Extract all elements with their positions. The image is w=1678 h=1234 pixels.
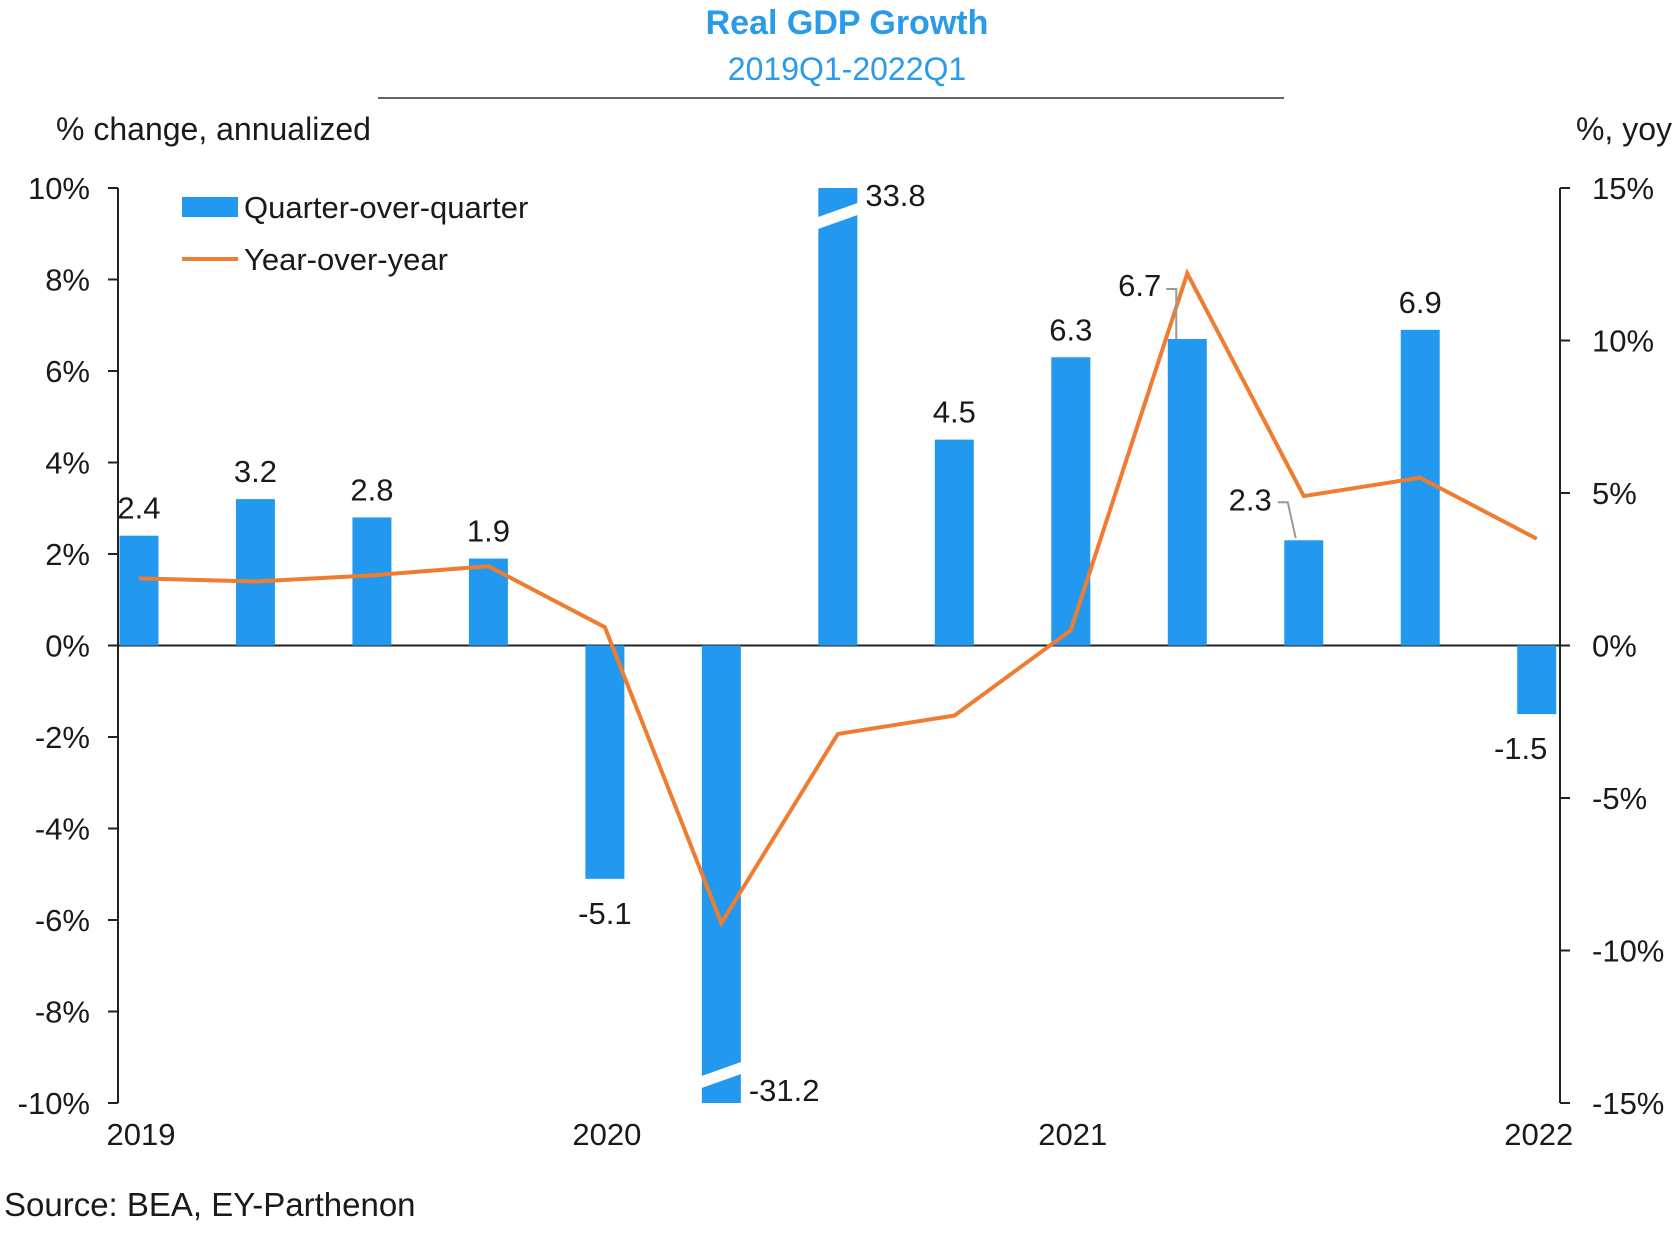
bar <box>235 499 275 646</box>
bar <box>352 517 392 646</box>
data-label: 6.9 <box>1399 285 1442 320</box>
source-note: Source: BEA, EY-Parthenon <box>4 1186 416 1223</box>
bar-series <box>119 188 1557 1103</box>
legend-label-bar: Quarter-over-quarter <box>244 190 528 225</box>
axes: -10% -8% -6% -4% -2% 0% 2% 4% 6% 8% 10% -15% -10% -5%… <box>18 171 1665 1152</box>
data-label: 2.3 <box>1229 482 1272 517</box>
left-axis-title: % change, annualized <box>56 111 371 147</box>
bar <box>1167 338 1207 646</box>
label-leader-line <box>1277 501 1297 539</box>
left-tick-label: -10% <box>18 1086 90 1121</box>
data-label: 2.8 <box>350 472 393 507</box>
data-label: -1.5 <box>1494 731 1547 766</box>
x-tick-label: 2019 <box>106 1117 175 1152</box>
legend-swatch-bar <box>182 197 238 217</box>
legend: Quarter-over-quarter Year-over-year <box>182 190 528 277</box>
data-label: 2.4 <box>117 491 160 526</box>
chart-title: Real GDP Growth <box>706 4 989 42</box>
left-tick-label: -4% <box>35 812 90 847</box>
right-tick-label: 15% <box>1592 171 1654 206</box>
data-label: 1.9 <box>467 514 510 549</box>
bar <box>1517 645 1557 715</box>
data-label: 6.7 <box>1118 268 1161 303</box>
bar <box>1284 540 1324 646</box>
line-series <box>138 268 1538 928</box>
bar <box>1400 329 1440 646</box>
bar <box>1051 357 1091 646</box>
right-tick-label: -10% <box>1592 934 1664 969</box>
axis-break-mark <box>698 1061 744 1089</box>
left-tick-label: 2% <box>45 537 90 572</box>
data-label: 4.5 <box>933 395 976 430</box>
axis-break-mark <box>815 202 861 230</box>
left-tick-label: -2% <box>35 720 90 755</box>
bar <box>818 188 858 646</box>
label-leader-line <box>1166 287 1178 339</box>
data-label: 3.2 <box>234 454 277 489</box>
right-tick-label: 10% <box>1592 324 1654 359</box>
right-tick-label: 0% <box>1592 629 1637 664</box>
left-tick-label: -8% <box>35 995 90 1030</box>
bar <box>934 439 974 646</box>
data-label: 6.3 <box>1049 312 1092 347</box>
left-tick-label: 0% <box>45 629 90 664</box>
left-tick-label: 6% <box>45 354 90 389</box>
legend-label-line: Year-over-year <box>244 242 448 277</box>
x-tick-label: 2021 <box>1038 1117 1107 1152</box>
bar <box>119 535 159 646</box>
bar <box>701 645 741 1103</box>
chart-subtitle: 2019Q1-2022Q1 <box>728 51 966 87</box>
left-tick-label: 8% <box>45 263 90 298</box>
right-axis-title: %, yoy <box>1576 111 1672 147</box>
bar <box>585 645 625 879</box>
left-tick-label: 10% <box>28 171 90 206</box>
x-tick-label: 2022 <box>1504 1117 1573 1152</box>
right-tick-label: -15% <box>1592 1086 1664 1121</box>
yoy-line <box>138 268 1538 928</box>
left-tick-label: -6% <box>35 903 90 938</box>
data-label: -5.1 <box>578 896 631 931</box>
data-labels: 2.4 3.2 2.8 1.9 -5.1 -31.2 33.8 4.5 6.3 6.7 2.3 6.9… <box>117 178 1547 1108</box>
data-label: -31.2 <box>749 1073 820 1108</box>
right-tick-label: -5% <box>1592 781 1647 816</box>
data-label: 33.8 <box>865 178 925 213</box>
left-tick-label: 4% <box>45 446 90 481</box>
x-tick-label: 2020 <box>572 1117 641 1152</box>
right-tick-label: 5% <box>1592 476 1637 511</box>
